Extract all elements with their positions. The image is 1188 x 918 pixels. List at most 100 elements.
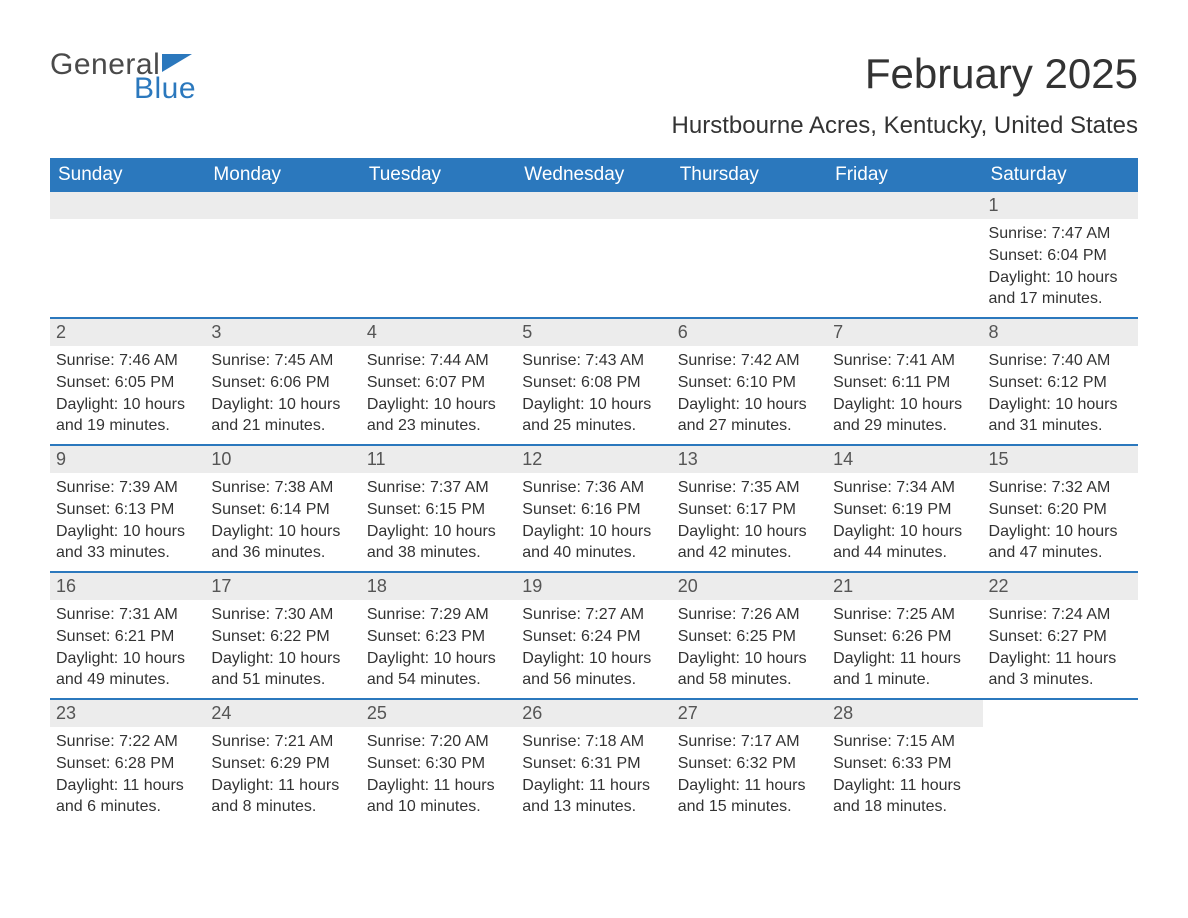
day-sunrise: Sunrise: 7:20 AM — [367, 731, 510, 753]
day-sunset: Sunset: 6:22 PM — [211, 626, 354, 648]
day-details: Sunrise: 7:26 AMSunset: 6:25 PMDaylight:… — [672, 600, 827, 690]
day-daylight: Daylight: 10 hours and 31 minutes. — [989, 394, 1132, 437]
calendar-day-cell: 8Sunrise: 7:40 AMSunset: 6:12 PMDaylight… — [983, 319, 1138, 445]
weekday-header: Monday — [205, 158, 360, 192]
calendar-day-cell: 2Sunrise: 7:46 AMSunset: 6:05 PMDaylight… — [50, 319, 205, 445]
weekday-header: Saturday — [983, 158, 1138, 192]
empty-day-bar — [827, 192, 982, 219]
day-details: Sunrise: 7:22 AMSunset: 6:28 PMDaylight:… — [50, 727, 205, 817]
day-daylight: Daylight: 10 hours and 47 minutes. — [989, 521, 1132, 564]
day-daylight: Daylight: 11 hours and 1 minute. — [833, 648, 976, 691]
calendar-day-cell: 7Sunrise: 7:41 AMSunset: 6:11 PMDaylight… — [827, 319, 982, 445]
day-details: Sunrise: 7:30 AMSunset: 6:22 PMDaylight:… — [205, 600, 360, 690]
day-daylight: Daylight: 10 hours and 49 minutes. — [56, 648, 199, 691]
weekday-header-row: SundayMondayTuesdayWednesdayThursdayFrid… — [50, 158, 1138, 192]
calendar-day-cell: 22Sunrise: 7:24 AMSunset: 6:27 PMDayligh… — [983, 573, 1138, 699]
day-details: Sunrise: 7:32 AMSunset: 6:20 PMDaylight:… — [983, 473, 1138, 563]
day-details: Sunrise: 7:34 AMSunset: 6:19 PMDaylight:… — [827, 473, 982, 563]
day-sunset: Sunset: 6:12 PM — [989, 372, 1132, 394]
day-daylight: Daylight: 11 hours and 15 minutes. — [678, 775, 821, 818]
calendar-day-cell: 11Sunrise: 7:37 AMSunset: 6:15 PMDayligh… — [361, 446, 516, 572]
calendar-day-cell: 18Sunrise: 7:29 AMSunset: 6:23 PMDayligh… — [361, 573, 516, 699]
day-sunset: Sunset: 6:04 PM — [989, 245, 1132, 267]
day-sunset: Sunset: 6:26 PM — [833, 626, 976, 648]
day-sunrise: Sunrise: 7:22 AM — [56, 731, 199, 753]
day-details: Sunrise: 7:45 AMSunset: 6:06 PMDaylight:… — [205, 346, 360, 436]
day-sunset: Sunset: 6:11 PM — [833, 372, 976, 394]
calendar-day-cell: 10Sunrise: 7:38 AMSunset: 6:14 PMDayligh… — [205, 446, 360, 572]
day-number: 4 — [361, 319, 516, 346]
day-sunrise: Sunrise: 7:42 AM — [678, 350, 821, 372]
day-details: Sunrise: 7:35 AMSunset: 6:17 PMDaylight:… — [672, 473, 827, 563]
day-number: 11 — [361, 446, 516, 473]
day-sunrise: Sunrise: 7:15 AM — [833, 731, 976, 753]
logo: General Blue — [50, 50, 196, 104]
day-sunrise: Sunrise: 7:17 AM — [678, 731, 821, 753]
day-details: Sunrise: 7:20 AMSunset: 6:30 PMDaylight:… — [361, 727, 516, 817]
day-number: 24 — [205, 700, 360, 727]
day-number: 27 — [672, 700, 827, 727]
day-daylight: Daylight: 10 hours and 33 minutes. — [56, 521, 199, 564]
day-number: 3 — [205, 319, 360, 346]
day-sunrise: Sunrise: 7:26 AM — [678, 604, 821, 626]
day-details: Sunrise: 7:21 AMSunset: 6:29 PMDaylight:… — [205, 727, 360, 817]
day-daylight: Daylight: 10 hours and 17 minutes. — [989, 267, 1132, 310]
day-sunrise: Sunrise: 7:38 AM — [211, 477, 354, 499]
calendar-day-cell — [205, 192, 360, 318]
weekday-header: Wednesday — [516, 158, 671, 192]
day-daylight: Daylight: 10 hours and 38 minutes. — [367, 521, 510, 564]
day-sunset: Sunset: 6:28 PM — [56, 753, 199, 775]
day-number: 14 — [827, 446, 982, 473]
logo-text-blue: Blue — [134, 74, 196, 104]
day-sunrise: Sunrise: 7:25 AM — [833, 604, 976, 626]
day-daylight: Daylight: 11 hours and 13 minutes. — [522, 775, 665, 818]
day-sunset: Sunset: 6:06 PM — [211, 372, 354, 394]
day-sunrise: Sunrise: 7:30 AM — [211, 604, 354, 626]
day-number: 26 — [516, 700, 671, 727]
day-sunset: Sunset: 6:17 PM — [678, 499, 821, 521]
day-details: Sunrise: 7:43 AMSunset: 6:08 PMDaylight:… — [516, 346, 671, 436]
empty-day-bar — [205, 192, 360, 219]
day-details: Sunrise: 7:18 AMSunset: 6:31 PMDaylight:… — [516, 727, 671, 817]
day-sunset: Sunset: 6:29 PM — [211, 753, 354, 775]
calendar-day-cell: 16Sunrise: 7:31 AMSunset: 6:21 PMDayligh… — [50, 573, 205, 699]
day-daylight: Daylight: 10 hours and 23 minutes. — [367, 394, 510, 437]
day-sunset: Sunset: 6:30 PM — [367, 753, 510, 775]
day-sunset: Sunset: 6:20 PM — [989, 499, 1132, 521]
calendar-week-row: 16Sunrise: 7:31 AMSunset: 6:21 PMDayligh… — [50, 573, 1138, 699]
calendar-day-cell: 26Sunrise: 7:18 AMSunset: 6:31 PMDayligh… — [516, 700, 671, 826]
day-sunrise: Sunrise: 7:40 AM — [989, 350, 1132, 372]
day-number: 20 — [672, 573, 827, 600]
day-number: 25 — [361, 700, 516, 727]
day-number: 23 — [50, 700, 205, 727]
day-sunset: Sunset: 6:25 PM — [678, 626, 821, 648]
day-details: Sunrise: 7:44 AMSunset: 6:07 PMDaylight:… — [361, 346, 516, 436]
calendar-day-cell: 21Sunrise: 7:25 AMSunset: 6:26 PMDayligh… — [827, 573, 982, 699]
day-daylight: Daylight: 11 hours and 8 minutes. — [211, 775, 354, 818]
header: General Blue February 2025 — [50, 50, 1138, 104]
calendar-day-cell — [983, 700, 1138, 826]
day-number: 13 — [672, 446, 827, 473]
weekday-header: Thursday — [672, 158, 827, 192]
day-sunset: Sunset: 6:19 PM — [833, 499, 976, 521]
calendar-day-cell — [50, 192, 205, 318]
day-details: Sunrise: 7:37 AMSunset: 6:15 PMDaylight:… — [361, 473, 516, 563]
day-daylight: Daylight: 10 hours and 29 minutes. — [833, 394, 976, 437]
day-details: Sunrise: 7:39 AMSunset: 6:13 PMDaylight:… — [50, 473, 205, 563]
calendar-week-row: 1Sunrise: 7:47 AMSunset: 6:04 PMDaylight… — [50, 192, 1138, 318]
calendar-day-cell: 15Sunrise: 7:32 AMSunset: 6:20 PMDayligh… — [983, 446, 1138, 572]
empty-day-bar — [516, 192, 671, 219]
day-sunset: Sunset: 6:16 PM — [522, 499, 665, 521]
day-details: Sunrise: 7:24 AMSunset: 6:27 PMDaylight:… — [983, 600, 1138, 690]
day-sunset: Sunset: 6:33 PM — [833, 753, 976, 775]
day-number: 10 — [205, 446, 360, 473]
day-details: Sunrise: 7:27 AMSunset: 6:24 PMDaylight:… — [516, 600, 671, 690]
day-daylight: Daylight: 10 hours and 42 minutes. — [678, 521, 821, 564]
day-number: 6 — [672, 319, 827, 346]
day-sunset: Sunset: 6:05 PM — [56, 372, 199, 394]
calendar-week-row: 23Sunrise: 7:22 AMSunset: 6:28 PMDayligh… — [50, 700, 1138, 826]
day-sunrise: Sunrise: 7:43 AM — [522, 350, 665, 372]
calendar-day-cell: 17Sunrise: 7:30 AMSunset: 6:22 PMDayligh… — [205, 573, 360, 699]
day-details: Sunrise: 7:38 AMSunset: 6:14 PMDaylight:… — [205, 473, 360, 563]
day-sunset: Sunset: 6:08 PM — [522, 372, 665, 394]
